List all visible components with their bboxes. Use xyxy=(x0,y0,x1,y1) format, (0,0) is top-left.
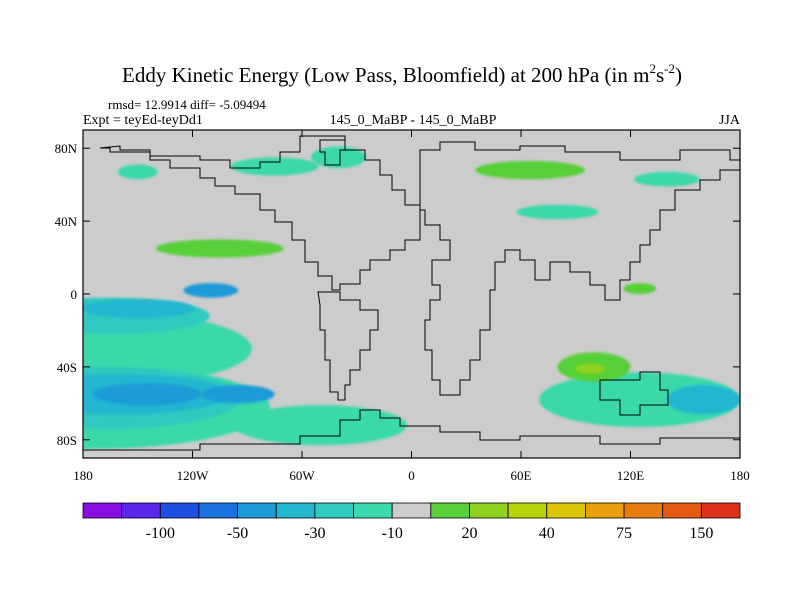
contour-region-11 xyxy=(667,385,740,415)
contour-region-3 xyxy=(183,283,239,298)
colorbar-label-6: 75 xyxy=(616,525,632,542)
coastline-layer xyxy=(83,135,740,458)
center-label: 145_0_MaBP - 145_0_MaBP xyxy=(330,113,497,128)
x-tick-label-3: 0 xyxy=(408,468,415,483)
axis-layer: 180 120W 60W 0 60E 120E 180 80N 40N 0 40S 80S xyxy=(55,130,750,483)
coastline-north-america xyxy=(99,135,421,291)
colorbar-label-0: -100 xyxy=(146,525,175,542)
x-tick-label-5: 120E xyxy=(617,468,645,483)
colorbar-box-9 xyxy=(430,502,470,519)
chart-title: Eddy Kinetic Energy (Low Pass, Bloomfiel… xyxy=(122,61,682,87)
contour-region-15 xyxy=(516,204,599,220)
x-tick-label-4: 60E xyxy=(511,468,532,483)
colorbar-box-3 xyxy=(198,502,238,519)
colorbar-label-7: 150 xyxy=(689,525,713,542)
colorbar-label-3: -10 xyxy=(382,525,403,542)
colorbar-box-8 xyxy=(391,502,432,519)
colorbar-label-4: 20 xyxy=(461,525,477,542)
x-tick-label-1: 120W xyxy=(177,468,210,483)
coastline-greenland xyxy=(319,139,346,166)
contour-region-16 xyxy=(634,171,700,187)
y-tick-label-0: 80N xyxy=(55,141,78,156)
colorbar-label-2: -30 xyxy=(304,525,325,542)
contour-region-18 xyxy=(475,160,585,180)
contour-region-13 xyxy=(230,157,319,176)
coastline-australia xyxy=(599,371,669,416)
y-tick-label-1: 40N xyxy=(55,214,78,229)
colorbar-box-2 xyxy=(159,502,200,519)
y-tick-label-4: 80S xyxy=(57,433,77,448)
colorbar-box-15 xyxy=(662,502,702,519)
contour-region-8 xyxy=(201,385,275,404)
colorbar-box-13 xyxy=(585,502,625,519)
x-tick-label-6: 180 xyxy=(730,468,750,483)
colorbar-box-0 xyxy=(82,502,123,519)
colorbar-box-4 xyxy=(237,502,277,519)
y-tick-label-2: 0 xyxy=(71,287,78,302)
stats-line: rmsd= 12.9914 diff= -5.09494 xyxy=(108,97,266,112)
colorbar-box-11 xyxy=(507,502,548,519)
contour-region-17 xyxy=(156,239,284,258)
contour-region-9 xyxy=(233,405,407,446)
colorbar-box-7 xyxy=(353,502,393,519)
contour-region-2 xyxy=(83,299,195,318)
x-tick-label-2: 60W xyxy=(289,468,315,483)
contour-region-21 xyxy=(623,283,657,294)
colorbar: -100 -50 -30 -10 20 40 75 150 xyxy=(82,502,741,542)
x-tick-label-0: 180 xyxy=(73,468,93,483)
colorbar-box-16 xyxy=(700,502,741,519)
colorbar-box-12 xyxy=(546,502,586,519)
left-label: Expt = teyEd-teyDd1 xyxy=(83,113,203,128)
colorbar-label-5: 40 xyxy=(539,525,555,542)
contour-region-12 xyxy=(117,164,158,180)
contour-region-7 xyxy=(92,383,202,406)
contour-fill-layer xyxy=(83,146,740,449)
colorbar-box-6 xyxy=(314,502,354,519)
coastline-eurasia-africa xyxy=(419,141,740,396)
colorbar-box-10 xyxy=(469,502,509,519)
contour-region-20 xyxy=(575,363,605,375)
contour-region-10 xyxy=(539,372,740,428)
y-tick-label-3: 40S xyxy=(57,360,77,375)
colorbar-box-5 xyxy=(275,502,316,519)
colorbar-box-1 xyxy=(121,502,161,519)
coastline-south-america xyxy=(317,291,379,401)
right-label: JJA xyxy=(719,113,741,128)
coastline-antarctica xyxy=(83,409,740,458)
colorbar-box-14 xyxy=(623,502,664,519)
colorbar-label-1: -50 xyxy=(227,525,248,542)
